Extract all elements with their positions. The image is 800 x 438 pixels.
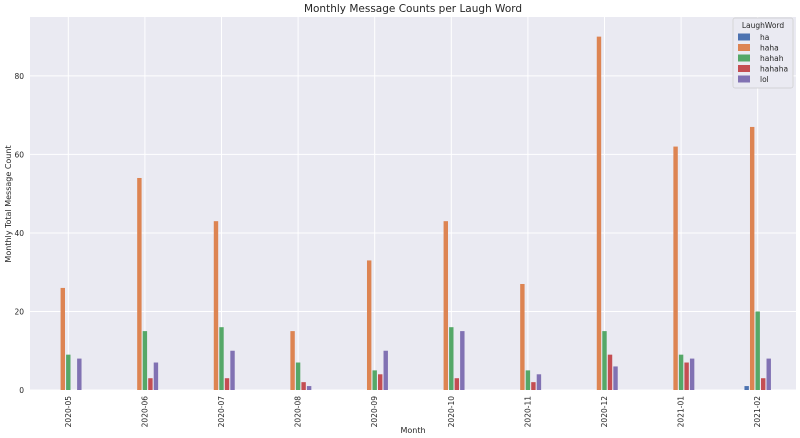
bar-hahah-2020-05 [66, 354, 71, 390]
bar-hahaha-2020-07 [224, 378, 230, 390]
x-tick-label: 2021-02 [753, 396, 762, 428]
bar-ha-2021-02 [744, 386, 749, 390]
bar-haha-2020-08 [290, 331, 295, 390]
bar-hahah-2020-12 [602, 331, 607, 390]
bar-lol-2021-02 [766, 358, 771, 390]
bar-hahaha-2020-10 [454, 378, 460, 390]
bar-hahah-2021-02 [755, 311, 760, 390]
bar-hahaha-2021-01 [684, 362, 689, 390]
bar-hahaha-2020-08 [301, 382, 306, 390]
bar-hahah-2021-01 [678, 354, 684, 390]
bar-lol-2020-08 [306, 386, 312, 390]
y-tick-label: 0 [19, 386, 24, 395]
bar-haha-2020-10 [443, 221, 448, 390]
bar-hahah-2020-06 [142, 331, 148, 390]
y-axis-label: Monthly Total Message Count [4, 145, 13, 262]
y-tick-label: 20 [14, 307, 24, 316]
bar-hahah-2020-10 [449, 327, 454, 390]
bar-hahah-2020-08 [295, 362, 301, 390]
bar-lol-2020-06 [153, 362, 159, 390]
bar-hahaha-2021-02 [761, 378, 766, 390]
chart-title: Monthly Message Counts per Laugh Word [304, 3, 522, 15]
bar-hahaha-2020-11 [531, 382, 536, 390]
bar-lol-2020-10 [460, 331, 465, 390]
x-tick-label: 2020-09 [370, 396, 379, 428]
bar-haha-2020-05 [60, 287, 65, 390]
legend-label-ha: ha [760, 33, 769, 42]
legend-label-hahaha: hahaha [760, 65, 788, 74]
x-axis-label: Month [400, 426, 425, 435]
legend-swatch-hahah [738, 54, 750, 62]
bar-haha-2021-02 [749, 126, 755, 390]
y-tick-label: 40 [14, 229, 24, 238]
x-tick-label: 2020-10 [447, 396, 456, 428]
bar-haha-2020-11 [520, 283, 525, 390]
legend-swatch-lol [738, 75, 750, 83]
bar-hahah-2020-11 [525, 370, 531, 390]
legend-label-lol: lol [760, 75, 769, 84]
legend-title: LaughWord [742, 21, 785, 30]
bar-lol-2020-05 [77, 358, 82, 390]
legend-swatch-haha [738, 44, 750, 51]
x-tick-label: 2020-07 [217, 396, 226, 428]
bar-lol-2020-09 [383, 350, 388, 390]
plot-background [30, 17, 796, 390]
bar-lol-2020-07 [230, 350, 235, 390]
bar-haha-2021-01 [673, 146, 678, 390]
bar-lol-2020-11 [536, 374, 542, 390]
legend-swatch-ha [738, 33, 750, 41]
legend-label-haha: haha [760, 44, 779, 53]
x-axis-ticks: 2020-05 2020-06 2020-07 2020-08 2020-09 2020-… [64, 396, 762, 428]
y-axis-ticks: 0 20 40 60 80 [14, 72, 24, 395]
bar-hahaha-2020-12 [607, 354, 613, 390]
x-tick-label: 2020-12 [600, 396, 609, 428]
x-tick-label: 2020-11 [523, 396, 532, 428]
legend-swatch-hahaha [738, 65, 750, 72]
bar-haha-2020-09 [366, 260, 372, 390]
bar-lol-2021-01 [689, 358, 695, 390]
bar-hahah-2020-07 [219, 327, 224, 390]
bar-hahah-2020-09 [372, 370, 377, 390]
bars [60, 36, 771, 390]
x-tick-label: 2020-05 [64, 396, 73, 428]
bar-haha-2020-06 [137, 177, 142, 390]
bar-hahaha-2020-06 [148, 378, 153, 390]
bar-hahaha-2020-09 [378, 374, 383, 390]
x-tick-label: 2020-08 [294, 396, 303, 428]
y-tick-label: 80 [14, 72, 24, 81]
bar-haha-2020-12 [596, 36, 602, 390]
bar-lol-2020-12 [613, 366, 618, 390]
legend-label-hahah: hahah [760, 54, 784, 63]
x-tick-label: 2020-06 [140, 396, 149, 428]
bar-haha-2020-07 [213, 221, 219, 390]
x-tick-label: 2021-01 [677, 396, 686, 428]
y-tick-label: 60 [14, 150, 24, 159]
